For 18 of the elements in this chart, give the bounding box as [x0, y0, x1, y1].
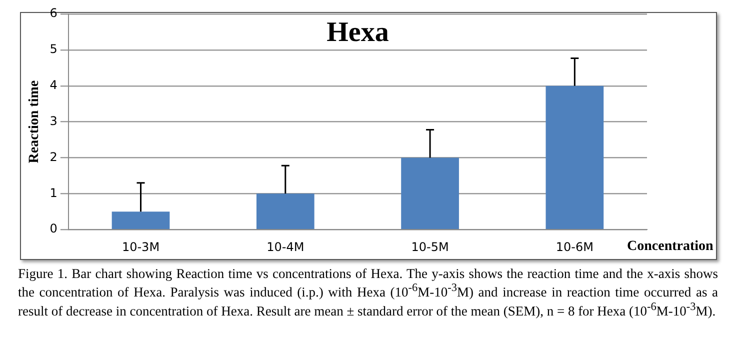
- x-axis-title: Concentration: [627, 239, 714, 254]
- y-axis-title: Reaction time: [27, 80, 42, 164]
- y-tick-label: 0: [50, 222, 58, 236]
- bar: [546, 86, 604, 229]
- x-tick-label: 10-3M: [122, 240, 160, 254]
- bar: [112, 212, 170, 229]
- y-tick-label: 3: [50, 114, 58, 128]
- x-tick-label: 10-5M: [411, 240, 449, 254]
- x-tick-label: 10-4M: [266, 240, 304, 254]
- bar: [256, 194, 314, 229]
- x-tick-label: 10-6M: [556, 240, 594, 254]
- y-tick-label: 2: [50, 150, 58, 164]
- y-tick-label: 5: [50, 42, 58, 56]
- y-tick-label: 1: [50, 186, 58, 200]
- y-tick-label: 4: [50, 78, 58, 92]
- text: Figure 1. Bar chart showing Reaction time vs concentrations of Hexa. The y-axis shows the reaction time and the x-axis shows the concentration of Hexa. Paralysis was induced (i.p.) with Hexa (10$^{-6}$M-10$^{-3}$M) and increase in reaction time occurred as a result of decrease in concentration of Hexa. Result are mean ± standard error of the mean (SEM), n = 8 for Hexa (10$^{-6}$M-10$^{-3}$M).: [18, 266, 718, 318]
- bar: [401, 158, 459, 229]
- chart-title: Hexa: [326, 17, 389, 48]
